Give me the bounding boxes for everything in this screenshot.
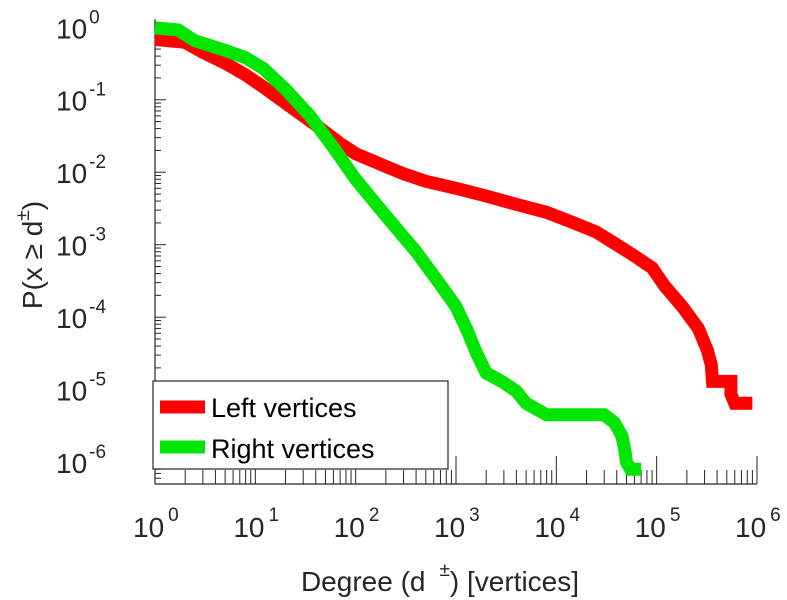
legend-label-left-vertices: Left vertices xyxy=(211,393,357,423)
tick-marks xyxy=(154,26,758,485)
y-tick-label: 10 -3 xyxy=(56,225,106,262)
x-tick-label: 10 6 xyxy=(735,505,781,543)
legend: Left vertices Right vertices xyxy=(152,380,449,470)
legend-label-right-vertices: Right vertices xyxy=(211,434,375,464)
y-tick-label: 10 -4 xyxy=(56,297,106,334)
plot-area xyxy=(154,21,753,476)
y-tick-label: 10 -5 xyxy=(56,370,106,407)
y-tick-label: 10 0 xyxy=(56,7,100,44)
y-axis-label-sup: ± xyxy=(13,210,34,220)
x-axis-label: Degree (d ±) [vertices] xyxy=(301,560,579,597)
x-tick-label: 10 4 xyxy=(534,505,580,543)
x-tick-label: 10 0 xyxy=(133,505,179,543)
x-tick-label: 10 2 xyxy=(334,505,380,543)
y-tick-label: 10 -6 xyxy=(56,442,106,479)
y-tick-label: 10 -1 xyxy=(56,80,106,117)
legend-box xyxy=(152,380,449,470)
series-line-left-vertices xyxy=(154,32,753,410)
y-axis-label: P(x ≥ d±) xyxy=(13,201,48,309)
series-line-right-vertices xyxy=(154,21,642,476)
x-tick-label: 10 3 xyxy=(434,505,480,543)
y-axis-label-tail: ) xyxy=(17,201,48,210)
x-axis-label-tail: ) [vertices] xyxy=(450,566,579,597)
x-axis-label-sup: ± xyxy=(439,560,449,581)
x-tick-labels: 10 0 10 1 10 2 10 3 10 4 10 5 10 6 xyxy=(133,505,781,543)
x-tick-label: 10 5 xyxy=(635,505,681,543)
y-tick-label: 10 -2 xyxy=(56,152,106,189)
x-tick-label: 10 1 xyxy=(233,505,279,543)
y-axis-label-text: P(x ≥ d xyxy=(17,221,48,310)
x-axis-label-text: Degree (d xyxy=(301,566,426,597)
